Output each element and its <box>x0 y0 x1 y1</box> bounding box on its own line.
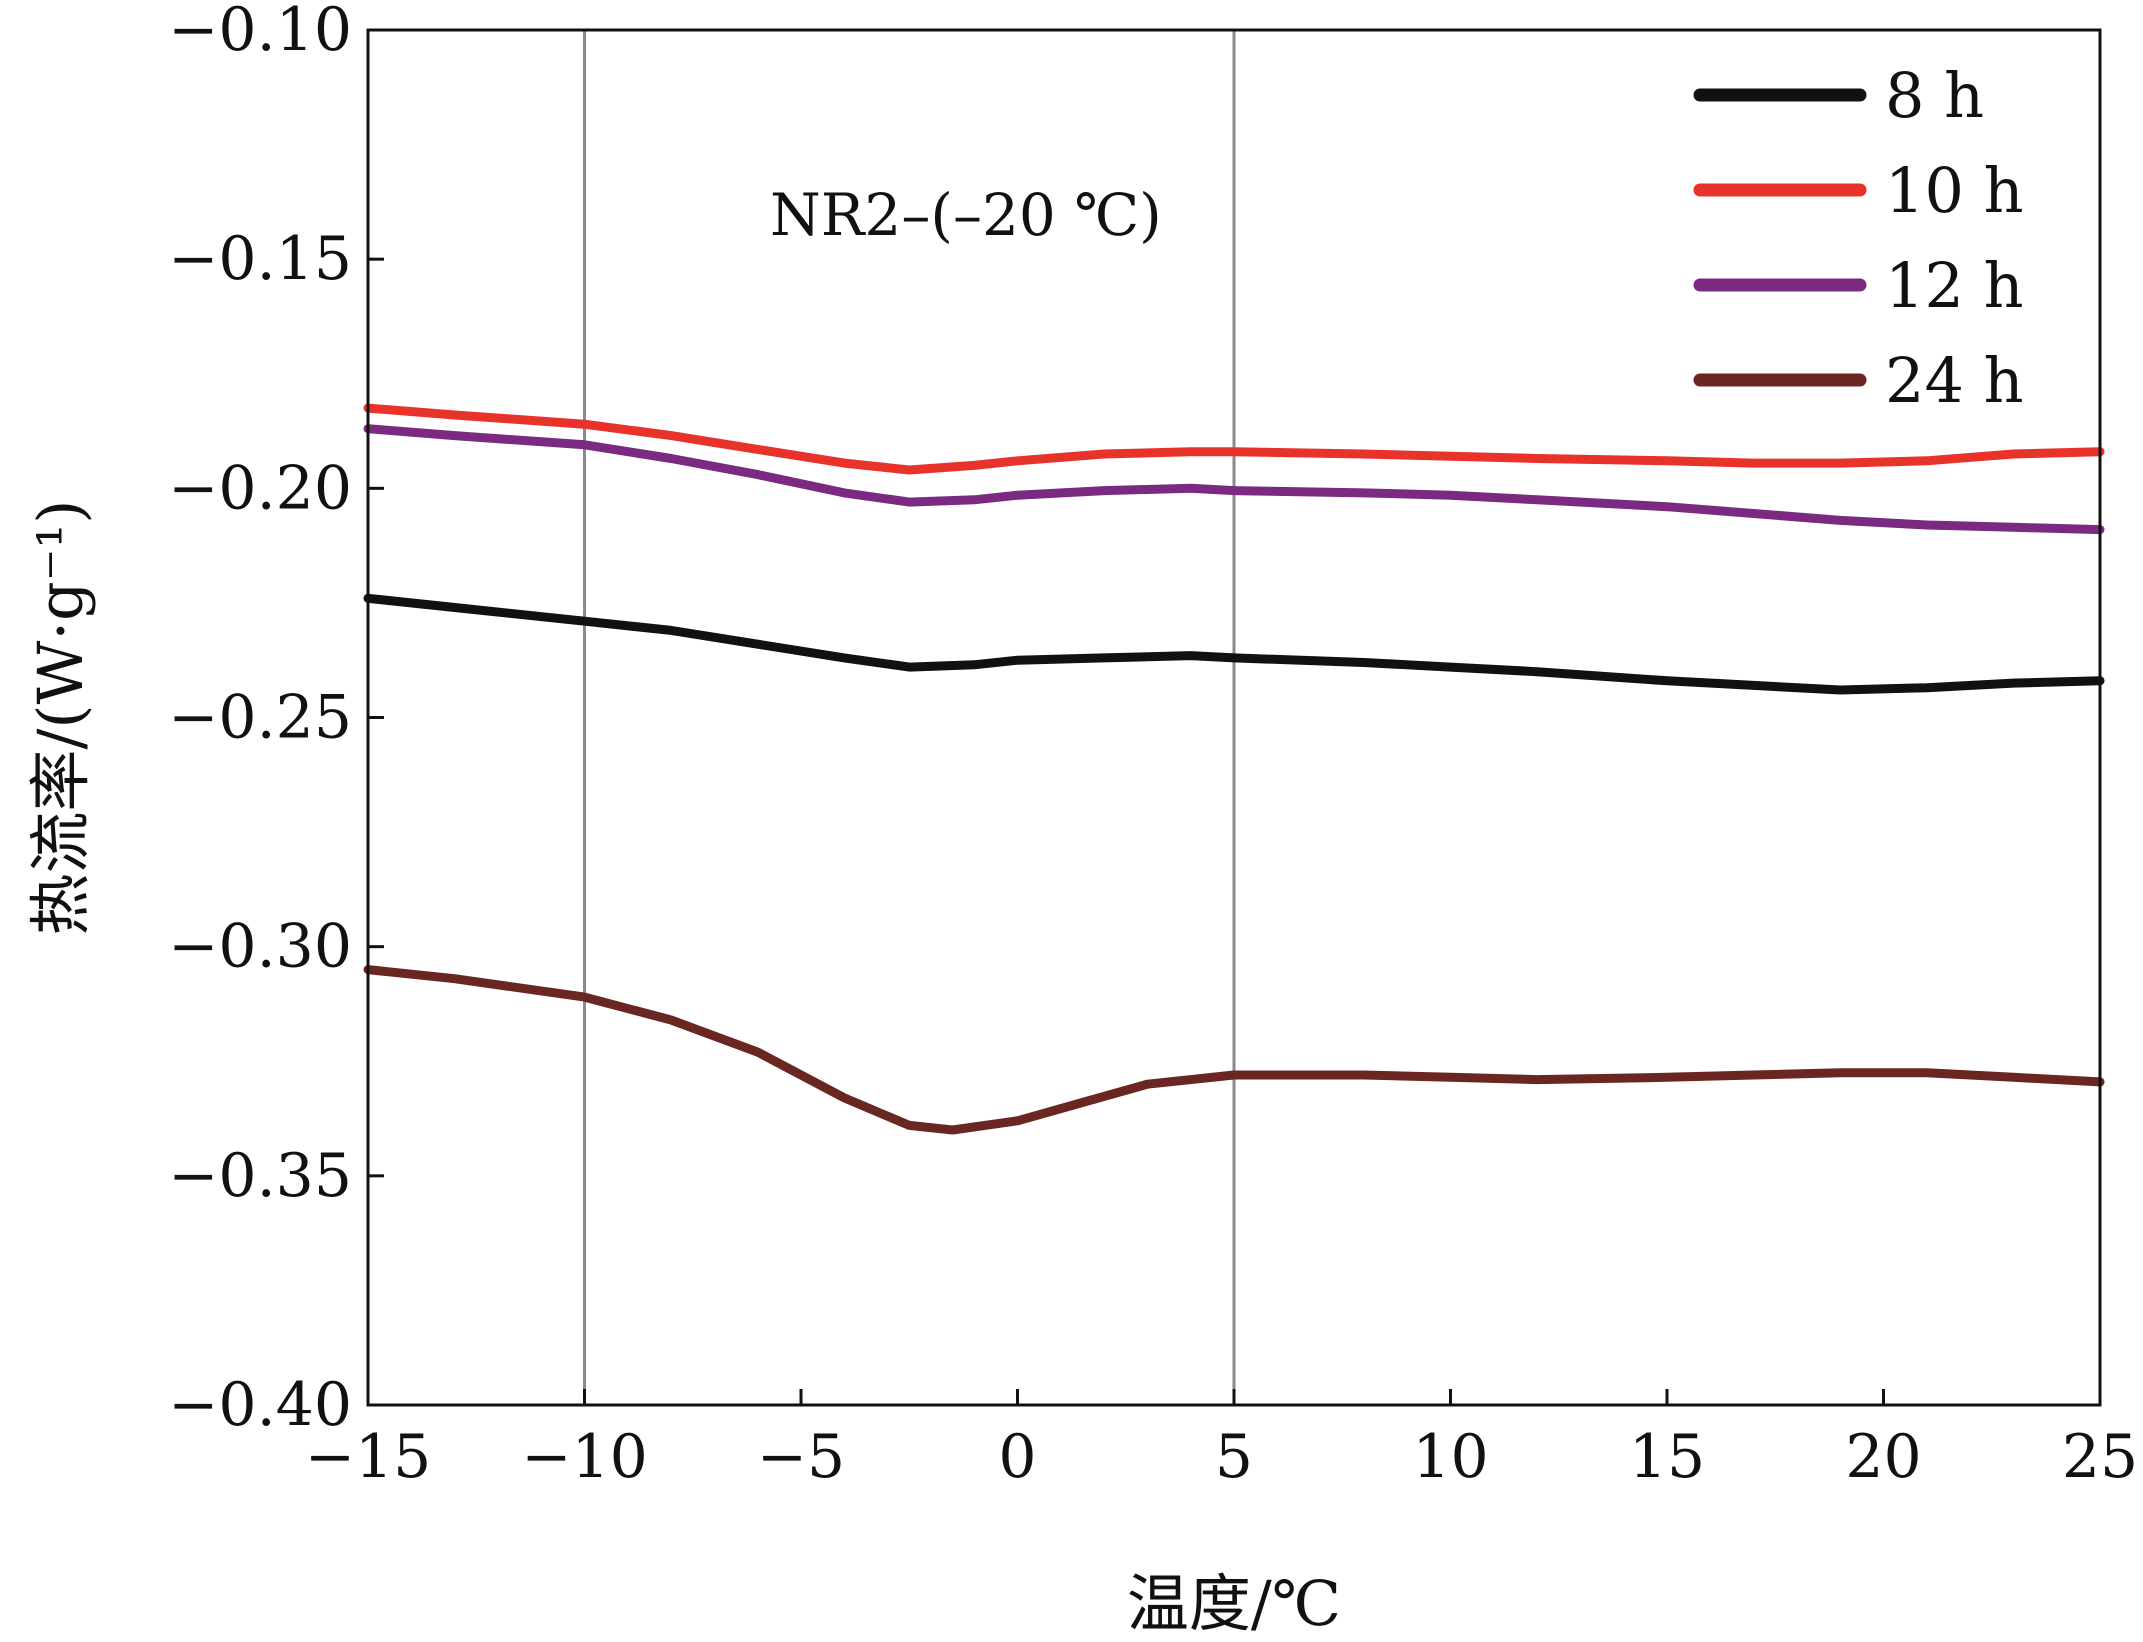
y-tick-label: −0.40 <box>168 1370 352 1440</box>
x-tick-label: −5 <box>757 1422 845 1492</box>
y-tick-label: −0.35 <box>168 1141 352 1211</box>
series-line-24h <box>363 965 2105 1135</box>
reference-lines <box>583 30 1236 1405</box>
y-axis: −0.10 −0.15 −0.20 −0.25 −0.30 −0.35 −0.40 <box>168 0 384 1440</box>
x-tick-label: 0 <box>998 1422 1036 1492</box>
x-tick-label: −15 <box>305 1422 432 1492</box>
series-layer <box>363 403 2105 1135</box>
y-tick-label: −0.20 <box>168 453 352 523</box>
y-tick-label: −0.30 <box>168 912 352 982</box>
legend: 8 h 10 h 12 h 24 h <box>1693 59 2024 417</box>
y-tick-label: −0.15 <box>168 224 352 294</box>
x-tick-label: 25 <box>2062 1422 2138 1492</box>
legend-label: 24 h <box>1885 344 2024 417</box>
legend-label: 12 h <box>1885 249 2024 322</box>
series-line-10h <box>363 403 2105 475</box>
x-axis-title: 温度/℃ <box>1127 1567 1341 1638</box>
x-axis: −15 −10 −5 0 5 10 15 20 25 <box>305 1389 2138 1492</box>
x-tick-label: −10 <box>521 1422 648 1492</box>
y-axis-title: 热流率/(W·g⁻¹) <box>24 500 97 936</box>
x-tick-label: 10 <box>1412 1422 1488 1492</box>
x-tick-label: 15 <box>1629 1422 1705 1492</box>
series-line-8h <box>363 593 2105 695</box>
legend-label: 10 h <box>1885 154 2024 227</box>
x-tick-label: 5 <box>1215 1422 1253 1492</box>
y-tick-label: −0.25 <box>168 683 352 753</box>
y-tick-label: −0.10 <box>168 0 352 65</box>
chart-annotation: NR2–(–20 ℃) <box>770 181 1162 249</box>
series-line-12h <box>363 424 2105 535</box>
x-tick-label: 20 <box>1845 1422 1921 1492</box>
legend-label: 8 h <box>1885 59 1984 132</box>
